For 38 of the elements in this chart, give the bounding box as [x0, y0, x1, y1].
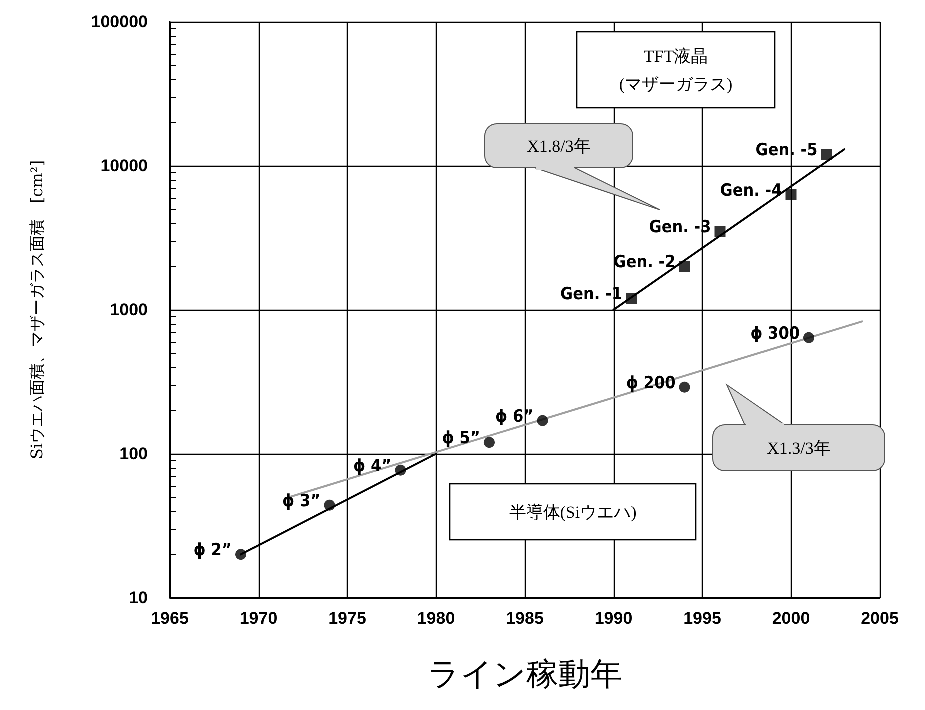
x-axis-title: ライン稼動年 [428, 655, 622, 693]
x-tick-label: 1965 [151, 609, 189, 628]
x-tick-label: 1980 [417, 609, 456, 628]
point [537, 415, 548, 426]
y-tick-label: 10000 [100, 156, 148, 176]
point [679, 261, 690, 272]
point [679, 382, 690, 393]
annotation: ϕ 200 [626, 373, 676, 394]
point [786, 189, 797, 200]
x-tick-label: 1985 [506, 609, 544, 628]
annotation: ϕ 4” [354, 456, 392, 476]
point [821, 149, 832, 160]
annotation: ϕ 3” [282, 491, 321, 512]
y-tick-label: 1000 [110, 300, 148, 320]
point [395, 464, 406, 476]
annotation: ϕ 2” [194, 540, 232, 561]
x-tick-label: 1970 [240, 609, 278, 628]
point [236, 549, 246, 560]
y-tick-label: 100 [120, 444, 148, 464]
x-tick-label: 1990 [594, 609, 633, 628]
x-tick-label: 2005 [861, 609, 899, 628]
point [484, 437, 495, 448]
y-tick-label: 10 [129, 588, 148, 608]
point [714, 226, 726, 238]
annotation: Gen. -2 [614, 252, 676, 273]
x-tick-label: 1975 [328, 609, 366, 628]
x-tick-label: 2000 [772, 609, 810, 628]
point [626, 293, 637, 304]
annotation: X1.8/3年 [527, 136, 591, 156]
annotation: ϕ 5” [442, 428, 480, 449]
annotation: 半導体(Siウエハ) [509, 502, 637, 522]
annotation: X1.3/3年 [767, 438, 831, 458]
x-tick-label: 1995 [684, 609, 722, 628]
point [324, 500, 336, 511]
point [804, 332, 814, 344]
y-tick-label: 100000 [91, 12, 148, 32]
y-axis-title: Siウエハ面積、マザーガラス面積 [cm²] [28, 160, 46, 460]
annotation: TFT液晶 (マザーガラス) [619, 46, 733, 94]
